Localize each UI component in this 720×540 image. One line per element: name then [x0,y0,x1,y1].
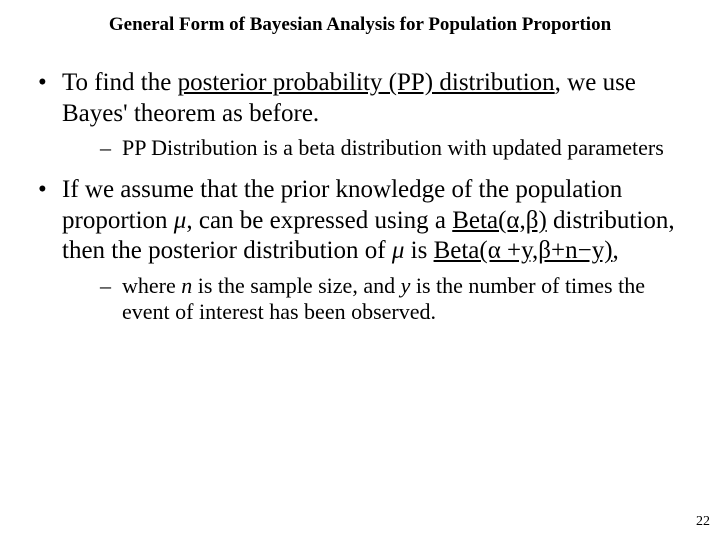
bullet-list: To find the posterior probability (PP) d… [30,68,690,326]
bullet-1: To find the posterior probability (PP) d… [30,68,690,161]
bullet-2-sublist: where n is the sample size, and y is the… [62,273,690,326]
bullet-1-sub-1-text: PP Distribution is a beta distribution w… [122,135,664,160]
bullet-1-underlined: posterior probability (PP) distribution [178,69,555,96]
bullet-1-sub-1: PP Distribution is a beta distribution w… [62,135,690,161]
bullet-2-sub-text-2: is the sample size, and [192,273,400,298]
n-symbol: n [181,273,192,298]
beta-prior: Beta(α,β) [452,207,547,234]
bullet-1-sublist: PP Distribution is a beta distribution w… [62,135,690,161]
bullet-2-text-5: , [613,237,619,264]
slide: General Form of Bayesian Analysis for Po… [0,0,720,540]
mu-symbol-1: μ [174,207,187,234]
y-symbol: y [401,273,411,298]
bullet-2-text-4: is [404,237,433,264]
bullet-2-sub-1: where n is the sample size, and y is the… [62,273,690,326]
bullet-1-text-pre: To find the [62,69,178,96]
slide-title: General Form of Bayesian Analysis for Po… [30,14,690,36]
beta-posterior: Beta(α +y,β+n−y) [434,237,613,264]
mu-symbol-2: μ [392,237,405,264]
page-number: 22 [696,514,710,530]
bullet-2-text-2: , can be expressed using a [186,207,452,234]
bullet-2-sub-text-1: where [122,273,181,298]
bullet-2: If we assume that the prior knowledge of… [30,175,690,325]
